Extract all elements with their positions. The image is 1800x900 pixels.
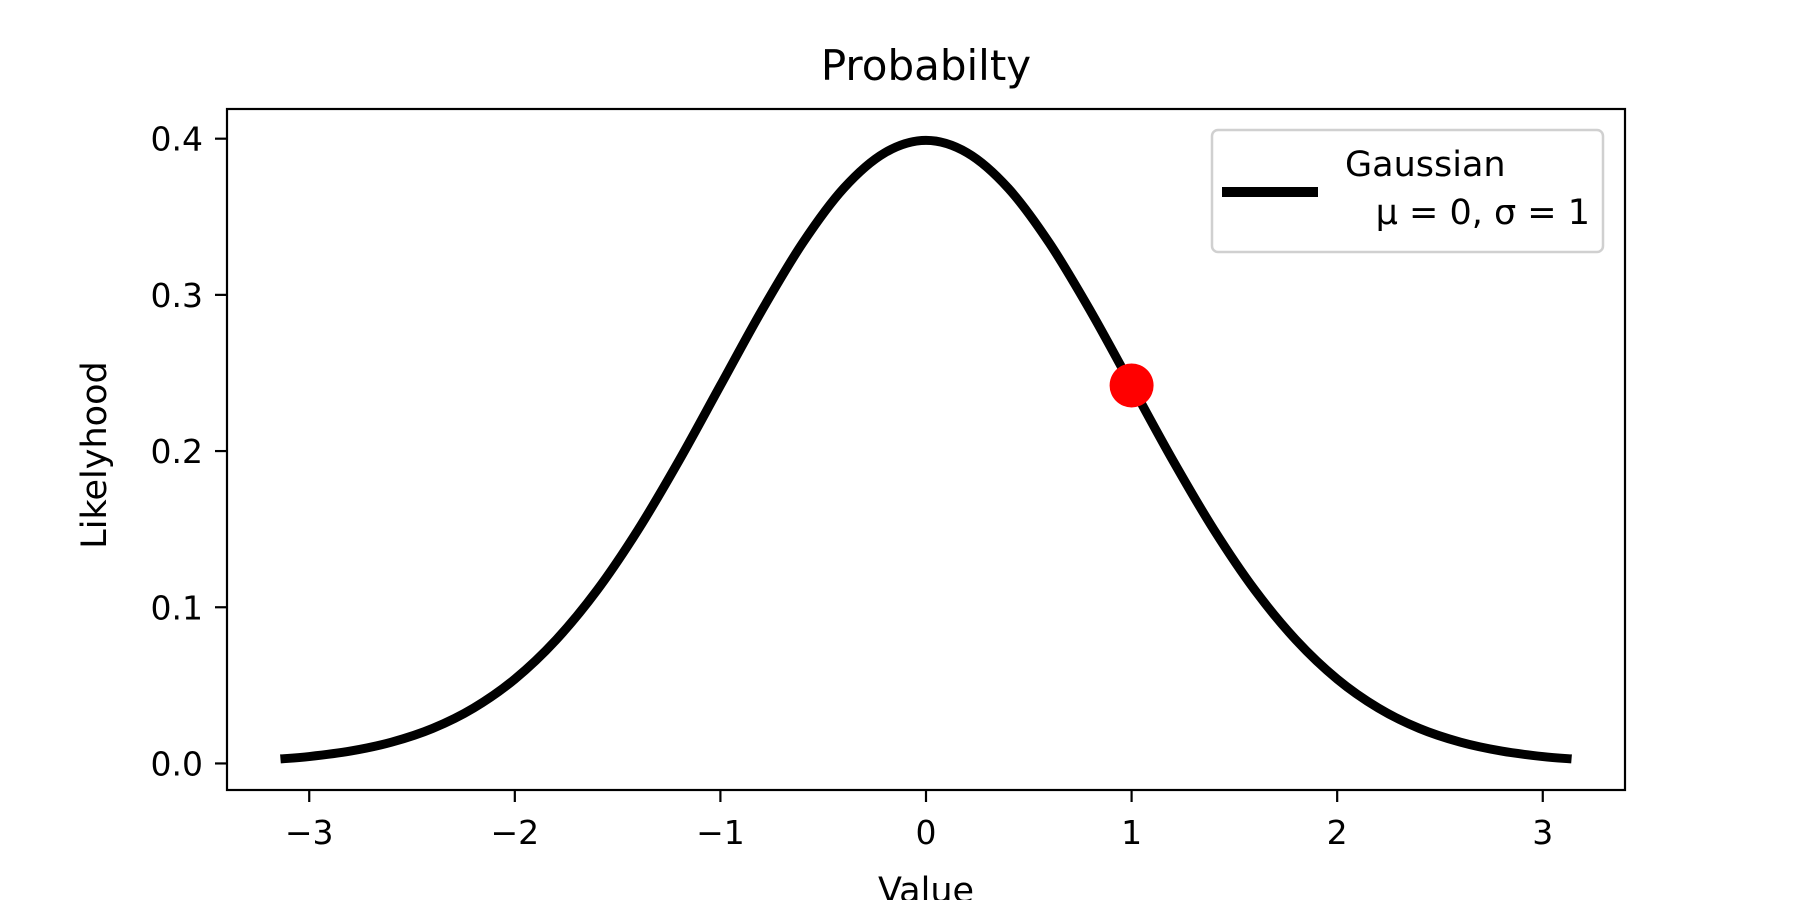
y-axis-label: Likelyhood xyxy=(75,361,115,548)
y-tick-label: 0.4 xyxy=(151,120,203,159)
x-tick-label: −2 xyxy=(490,813,539,852)
x-axis-ticks: −3 −2 −1 0 1 2 3 xyxy=(285,790,1553,852)
y-tick-label: 0.0 xyxy=(151,744,203,783)
gaussian-curve-line xyxy=(280,135,1572,764)
x-tick-label: 2 xyxy=(1327,813,1348,852)
y-tick-label: 0.3 xyxy=(151,276,203,315)
legend-label-params: μ = 0, σ = 1 xyxy=(1376,193,1590,233)
x-tick-label: 3 xyxy=(1532,813,1553,852)
y-tick-label: 0.1 xyxy=(151,588,203,627)
legend-label-gaussian: Gaussian xyxy=(1345,145,1506,185)
legend-frame xyxy=(1210,128,1605,254)
plot-area-frame xyxy=(225,107,1627,792)
legend: Gaussian μ = 0, σ = 1 xyxy=(1210,128,1605,254)
x-tick-label: 0 xyxy=(916,813,937,852)
x-tick-label: 1 xyxy=(1121,813,1142,852)
y-tick-label: 0.2 xyxy=(151,432,203,471)
x-tick-label: −1 xyxy=(696,813,745,852)
chart-title: Probabilty xyxy=(821,41,1031,90)
x-tick-label: −3 xyxy=(285,813,334,852)
highlighted-point xyxy=(1109,363,1154,408)
y-axis-ticks: 0.0 0.1 0.2 0.3 0.4 xyxy=(151,120,227,783)
x-axis-label: Value xyxy=(878,871,974,900)
